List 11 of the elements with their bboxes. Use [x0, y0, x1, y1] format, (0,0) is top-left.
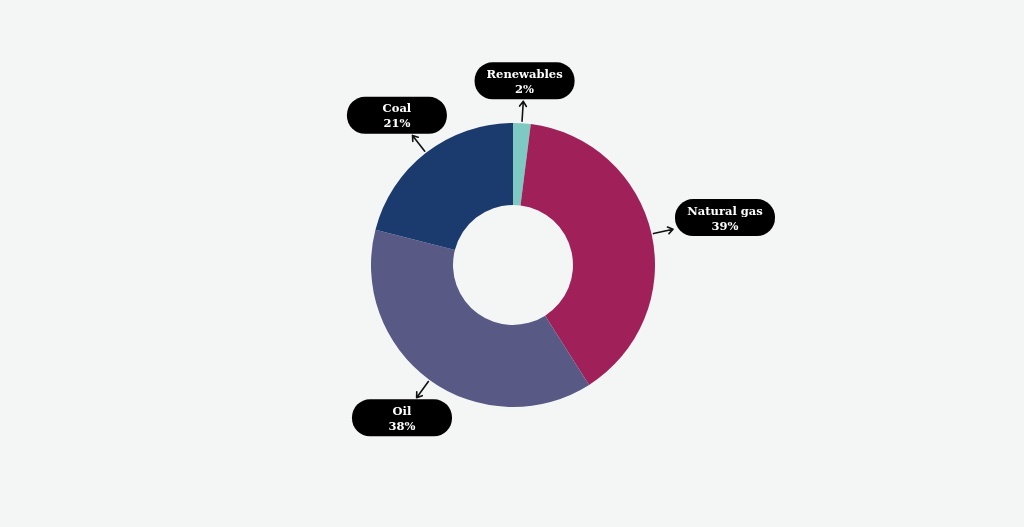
data-label: 38% [388, 418, 416, 433]
donut-slice [520, 124, 655, 385]
slice-label: Renewables [486, 66, 563, 81]
slice-label: Coal [382, 101, 412, 116]
donut-slice [371, 229, 590, 407]
slice-label: Natural gas [687, 203, 763, 218]
data-label: 39% [711, 218, 739, 233]
donut-slice [513, 123, 531, 206]
data-label: 21% [383, 116, 411, 131]
slice-label: Oil [392, 403, 412, 418]
data-label: 2% [515, 81, 535, 96]
